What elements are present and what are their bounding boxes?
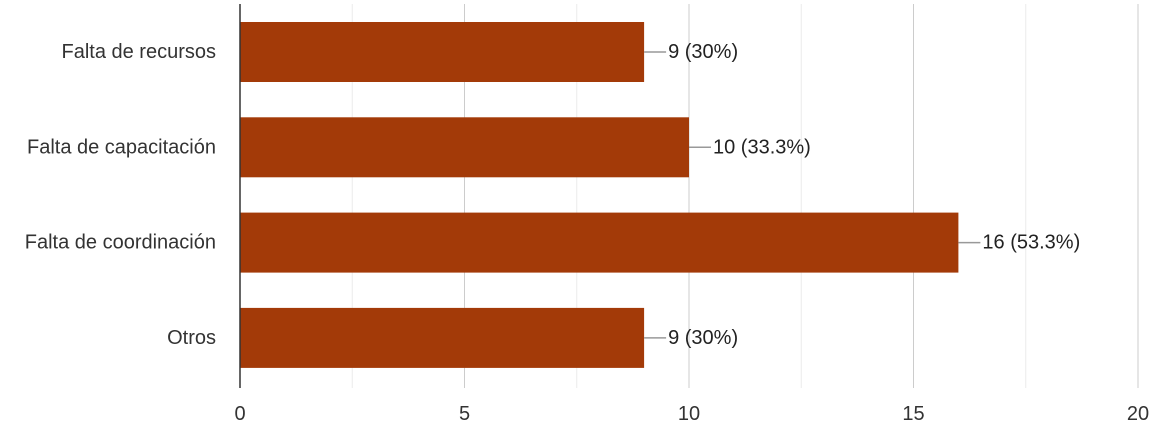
bar — [240, 117, 689, 178]
x-tick-label: 15 — [902, 403, 924, 425]
data-label: 10 (33.3%) — [713, 136, 811, 158]
category-labels-group: Falta de recursos Falta de capacitación Fa… — [25, 41, 216, 349]
x-tick-label: 5 — [459, 403, 470, 425]
bar — [240, 22, 645, 82]
x-tick-label: 0 — [234, 403, 245, 425]
data-label: 16 (53.3%) — [982, 232, 1080, 254]
category-label: Falta de capacitación — [27, 136, 216, 158]
data-labels-group: 9 (30%) 10 (33.3%) 16 (53.3%) 9 (30%) — [668, 41, 1080, 349]
bar — [240, 212, 959, 273]
category-label: Otros — [167, 327, 216, 349]
x-tick-labels-group: 0 5 10 15 20 — [234, 403, 1149, 425]
data-label: 9 (30%) — [668, 327, 738, 349]
bars-group — [240, 22, 959, 368]
x-tick-label: 20 — [1127, 403, 1149, 425]
data-label: 9 (30%) — [668, 41, 738, 63]
leader-lines-group — [644, 51, 981, 339]
category-label: Falta de coordinación — [25, 232, 216, 254]
category-label: Falta de recursos — [61, 41, 216, 63]
bar — [240, 307, 645, 368]
x-tick-label: 10 — [678, 403, 700, 425]
